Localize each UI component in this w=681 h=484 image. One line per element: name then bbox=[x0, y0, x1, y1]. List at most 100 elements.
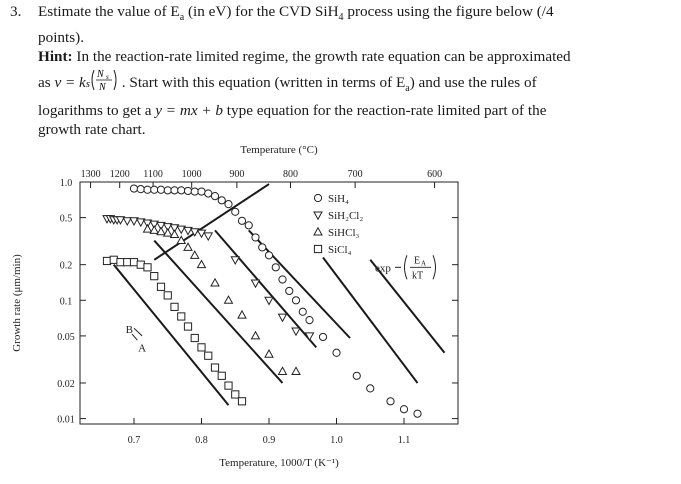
data-point-triangle-down bbox=[115, 216, 126, 225]
data-point-circle bbox=[271, 263, 280, 272]
data-point-triangle-up bbox=[250, 330, 261, 340]
question-body: Estimate the value of Ea (in eV) for the… bbox=[38, 2, 678, 140]
legend-marker-square bbox=[313, 244, 323, 254]
data-point-triangle-up bbox=[291, 366, 301, 376]
y-tick-label: 1.0 bbox=[60, 178, 73, 189]
data-point-square bbox=[183, 322, 193, 331]
data-point-triangle-down bbox=[264, 296, 274, 306]
question-line-1: Estimate the value of Ea (in eV) for the… bbox=[38, 3, 554, 24]
exp-numerator: E bbox=[414, 255, 420, 266]
svg-text:N: N bbox=[98, 82, 107, 93]
svg-text:N: N bbox=[96, 69, 105, 80]
exp-text: exp bbox=[375, 262, 391, 274]
data-point-circle bbox=[210, 191, 220, 201]
data-point-circle bbox=[258, 243, 267, 252]
data-point-triangle-down bbox=[162, 223, 173, 232]
data-point-triangle-down bbox=[277, 313, 288, 323]
y-tick-label: 0.2 bbox=[60, 261, 73, 272]
data-point-triangle-down bbox=[203, 232, 214, 242]
data-point-square bbox=[163, 291, 172, 300]
data-point-circle bbox=[136, 185, 145, 194]
label-b: B bbox=[126, 324, 133, 336]
top-tick-label: 1000 bbox=[182, 169, 202, 180]
data-point-circle bbox=[224, 200, 233, 209]
x-tick-label: 1.1 bbox=[398, 435, 411, 446]
data-point-triangle-down bbox=[250, 279, 261, 289]
top-tick-label: 1300 bbox=[81, 169, 101, 180]
exp-numerator-sub: A bbox=[421, 259, 426, 267]
x-tick-label: 0.8 bbox=[195, 435, 208, 446]
data-point-triangle-down bbox=[122, 217, 133, 227]
y-tick-label: 0.1 bbox=[60, 296, 73, 307]
legend-label: SiH₄ bbox=[328, 193, 349, 205]
legend-label: SiCl₄ bbox=[328, 244, 352, 256]
question-line-6: growth rate chart. bbox=[38, 121, 146, 139]
data-point-triangle-down bbox=[291, 327, 301, 337]
x-tick-label: 0.7 bbox=[128, 435, 141, 446]
chart-fit-lines bbox=[112, 183, 446, 406]
data-point-square bbox=[231, 390, 240, 399]
exp-paren-left bbox=[404, 255, 408, 280]
x-tick-label: 0.9 bbox=[263, 435, 276, 446]
data-point-square bbox=[123, 258, 132, 267]
data-point-square bbox=[197, 343, 206, 352]
equation-v: v = k bbox=[54, 73, 86, 91]
top-tick-label: 600 bbox=[427, 169, 442, 180]
fit-line bbox=[369, 259, 446, 354]
data-point-circle bbox=[237, 216, 247, 225]
data-point-circle bbox=[231, 207, 240, 216]
data-point-triangle-down bbox=[196, 229, 207, 239]
top-axis-label: Temperature (°C) bbox=[240, 144, 318, 156]
legend-label: SiHCl₃ bbox=[328, 227, 360, 239]
growth-rate-chart: 1.0 0.5 0.2 0.1 0.05 0.02 0.01 0.7 0.8 0.9 1.0 1.1 1… bbox=[11, 144, 459, 469]
question-number: 3. bbox=[10, 3, 22, 20]
legend-marker-triangle-up bbox=[313, 226, 323, 236]
label-a-arrow bbox=[131, 333, 138, 341]
data-point-circle bbox=[217, 196, 226, 205]
top-tick-label: 900 bbox=[229, 169, 244, 180]
data-point-triangle-down bbox=[149, 220, 160, 230]
data-point-triangle-up bbox=[223, 295, 234, 304]
label-a: A bbox=[138, 342, 146, 354]
hint-label: Hint: bbox=[38, 48, 73, 66]
fit-line bbox=[322, 256, 419, 384]
data-point-triangle-down bbox=[142, 219, 153, 229]
question-line-2: points). bbox=[38, 28, 84, 46]
legend-marker-triangle-down bbox=[313, 211, 323, 221]
data-point-triangle-up bbox=[277, 366, 288, 376]
data-point-triangle-up bbox=[189, 250, 200, 259]
chart-points bbox=[102, 184, 422, 418]
data-point-circle bbox=[170, 186, 179, 195]
data-point-square bbox=[150, 272, 159, 281]
equation-fraction: sN sN bbox=[86, 69, 117, 93]
data-point-circle bbox=[183, 186, 193, 196]
legend-marker-circle bbox=[313, 193, 323, 203]
fit-line bbox=[153, 183, 270, 261]
data-point-circle bbox=[399, 405, 409, 414]
data-point-triangle-down bbox=[183, 226, 193, 236]
data-point-circle bbox=[285, 286, 294, 296]
data-point-circle bbox=[244, 221, 253, 230]
data-point-triangle-up bbox=[183, 242, 193, 251]
y-tick-label: 0.05 bbox=[57, 332, 75, 343]
data-point-circle bbox=[366, 384, 375, 393]
data-point-triangle-up bbox=[264, 348, 274, 358]
data-point-circle bbox=[386, 397, 395, 406]
exp-paren-right bbox=[432, 255, 436, 280]
data-point-triangle-down bbox=[129, 217, 139, 227]
data-point-circle bbox=[197, 187, 206, 196]
data-point-square bbox=[143, 263, 152, 272]
data-point-square bbox=[170, 302, 179, 311]
y-axis-label: Growth rate (μm/min) bbox=[11, 254, 23, 352]
y-tick-label: 0.02 bbox=[57, 379, 75, 390]
legend-label: SiH₂Cl₂ bbox=[328, 210, 363, 222]
label-b-arrow bbox=[133, 327, 143, 337]
data-point-square bbox=[224, 381, 233, 390]
x-axis-label: Temperature, 1000/T (K⁻¹) bbox=[219, 457, 339, 469]
data-point-circle bbox=[156, 185, 166, 194]
top-tick-label: 1200 bbox=[110, 169, 130, 180]
data-point-triangle-down bbox=[230, 256, 241, 266]
hint-line: Hint: In the reaction-rate limited regim… bbox=[38, 48, 571, 66]
data-point-circle bbox=[163, 186, 172, 195]
